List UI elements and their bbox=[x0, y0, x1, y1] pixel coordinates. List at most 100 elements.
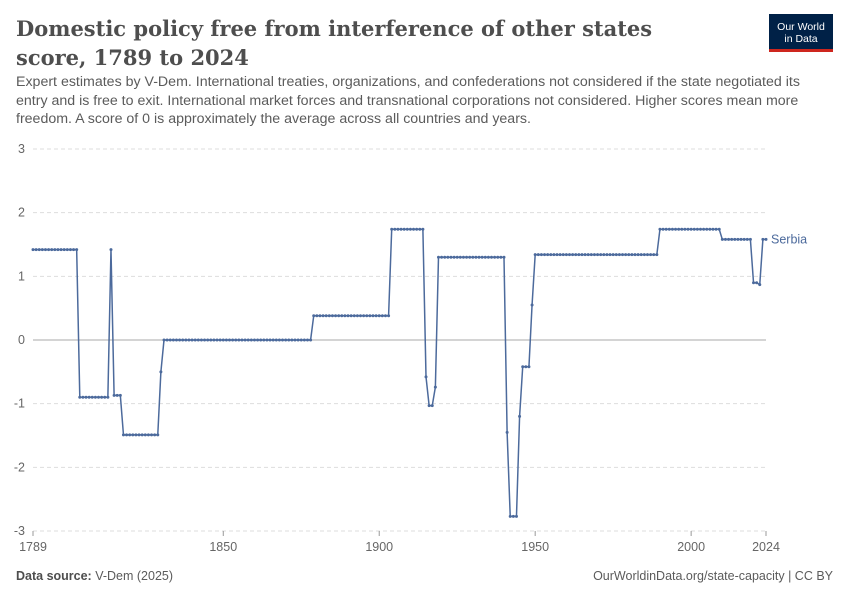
data-point bbox=[377, 314, 381, 318]
data-point bbox=[78, 395, 82, 399]
data-point bbox=[178, 338, 182, 342]
data-point bbox=[302, 338, 306, 342]
data-point bbox=[268, 338, 272, 342]
data-point bbox=[652, 253, 656, 257]
data-point bbox=[312, 314, 316, 318]
data-point bbox=[511, 514, 515, 518]
data-point bbox=[90, 395, 94, 399]
logo-line-1: Our World bbox=[777, 21, 825, 33]
y-tick-label: 2 bbox=[18, 206, 25, 220]
data-point bbox=[231, 338, 235, 342]
data-point bbox=[446, 255, 450, 259]
data-point bbox=[346, 314, 350, 318]
data-point bbox=[390, 227, 394, 231]
data-point bbox=[218, 338, 222, 342]
data-point bbox=[252, 338, 256, 342]
data-point bbox=[415, 227, 419, 231]
data-point bbox=[605, 253, 609, 257]
data-point bbox=[330, 314, 334, 318]
data-point bbox=[65, 248, 69, 252]
data-point bbox=[633, 253, 637, 257]
data-point bbox=[293, 338, 297, 342]
data-point bbox=[639, 253, 643, 257]
data-point bbox=[493, 255, 497, 259]
x-tick-label: 1950 bbox=[521, 540, 549, 554]
data-point bbox=[137, 433, 141, 437]
data-point bbox=[181, 338, 185, 342]
data-point bbox=[212, 338, 216, 342]
data-point bbox=[318, 314, 322, 318]
data-point bbox=[490, 255, 494, 259]
data-point bbox=[365, 314, 369, 318]
data-point bbox=[486, 255, 490, 259]
data-point bbox=[649, 253, 653, 257]
data-point bbox=[530, 303, 534, 307]
data-point bbox=[87, 395, 91, 399]
data-point bbox=[758, 283, 762, 287]
footer-url[interactable]: OurWorldinData.org/state-capacity | CC B… bbox=[593, 569, 833, 583]
data-point bbox=[636, 253, 640, 257]
data-point bbox=[645, 253, 649, 257]
data-point bbox=[742, 237, 746, 241]
x-tick-label: 2000 bbox=[677, 540, 705, 554]
data-point bbox=[340, 314, 344, 318]
data-point bbox=[680, 227, 684, 231]
data-point bbox=[477, 255, 481, 259]
data-point bbox=[265, 338, 269, 342]
data-point bbox=[134, 433, 138, 437]
data-point bbox=[483, 255, 487, 259]
data-point bbox=[109, 248, 113, 252]
x-tick-label: 1789 bbox=[19, 540, 47, 554]
data-point bbox=[412, 227, 416, 231]
data-point bbox=[115, 393, 119, 397]
data-point bbox=[496, 255, 500, 259]
data-point bbox=[287, 338, 291, 342]
data-source-label: Data source: bbox=[16, 569, 92, 583]
data-source-value[interactable]: V-Dem (2025) bbox=[95, 569, 174, 583]
owid-logo[interactable]: Our World in Data bbox=[769, 14, 833, 52]
data-point bbox=[143, 433, 147, 437]
data-point bbox=[661, 227, 665, 231]
data-point bbox=[698, 227, 702, 231]
data-point bbox=[452, 255, 456, 259]
data-point bbox=[112, 393, 116, 397]
data-point bbox=[739, 237, 743, 241]
data-point bbox=[156, 433, 160, 437]
y-tick-label: 3 bbox=[18, 142, 25, 156]
data-point bbox=[327, 314, 331, 318]
data-point bbox=[533, 253, 537, 257]
data-point bbox=[543, 253, 547, 257]
data-point bbox=[418, 227, 422, 231]
data-point bbox=[421, 227, 425, 231]
y-tick-label: 0 bbox=[18, 333, 25, 347]
data-point bbox=[723, 237, 727, 241]
data-point bbox=[187, 338, 191, 342]
data-point bbox=[468, 255, 472, 259]
data-point bbox=[296, 338, 300, 342]
data-point bbox=[368, 314, 372, 318]
data-point bbox=[256, 338, 260, 342]
chart-subtitle: Expert estimates by V-Dem. International… bbox=[16, 74, 800, 127]
data-point bbox=[402, 227, 406, 231]
data-point bbox=[624, 253, 628, 257]
y-tick-label: 1 bbox=[18, 269, 25, 283]
data-point bbox=[714, 227, 718, 231]
data-point bbox=[59, 248, 63, 252]
data-point bbox=[708, 227, 712, 231]
data-point bbox=[574, 253, 578, 257]
data-point bbox=[237, 338, 241, 342]
data-point bbox=[571, 253, 575, 257]
data-point bbox=[62, 248, 66, 252]
logo-line-2: in Data bbox=[784, 33, 818, 45]
data-point bbox=[97, 395, 101, 399]
data-point bbox=[75, 248, 79, 252]
data-point bbox=[546, 253, 550, 257]
data-point bbox=[224, 338, 228, 342]
data-point bbox=[733, 237, 737, 241]
data-point bbox=[337, 314, 341, 318]
data-point bbox=[190, 338, 194, 342]
data-point bbox=[399, 227, 403, 231]
data-point bbox=[589, 253, 593, 257]
data-point bbox=[228, 338, 232, 342]
